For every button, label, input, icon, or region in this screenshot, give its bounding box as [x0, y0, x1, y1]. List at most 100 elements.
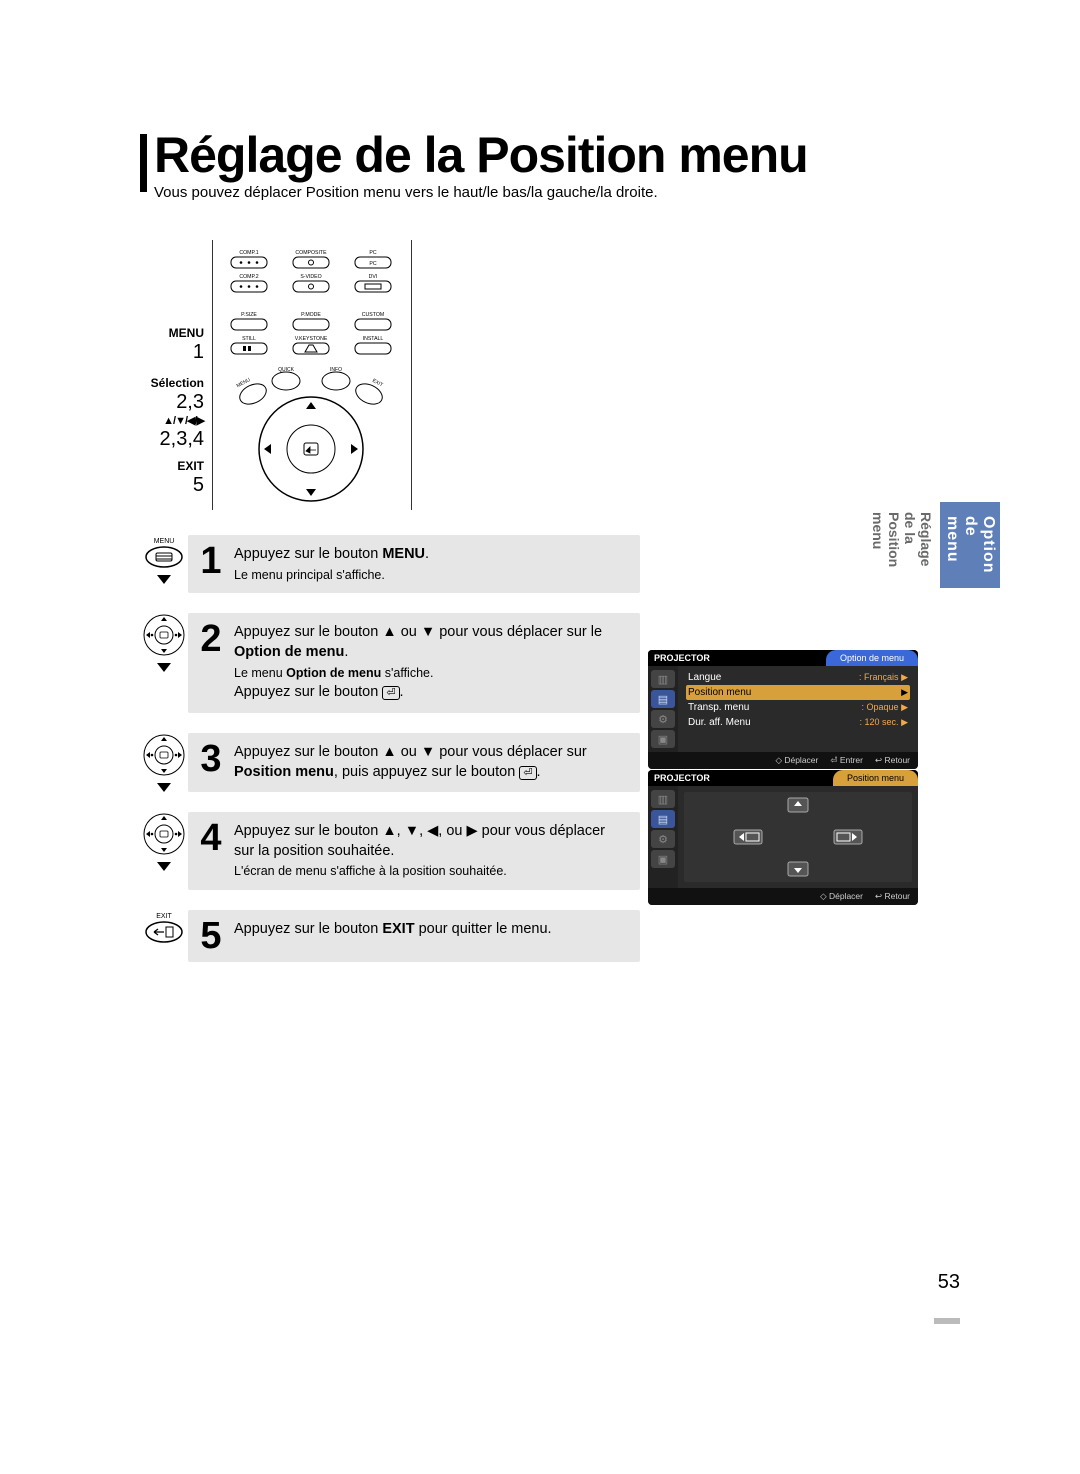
step-number: 4: [198, 822, 224, 854]
osd-position-menu: PROJECTOR Position menu ▥ ▤ ⚙ ▣: [648, 770, 918, 905]
dpad-icon: [142, 733, 186, 777]
step: 2 Appuyez sur le bouton ▲ ou ▼ pour vous…: [140, 613, 640, 713]
osd-row-val: : 120 sec. ▶: [860, 717, 908, 728]
osd-row-val: : Opaque ▶: [862, 702, 908, 713]
osd-row-key: Position menu: [688, 687, 751, 698]
down-arrow-icon: [157, 862, 171, 871]
exit-button-icon: EXIT: [142, 910, 186, 944]
step-box: 5 Appuyez sur le bouton EXIT pour quitte…: [188, 910, 640, 962]
title-accent-bar: [140, 134, 147, 192]
down-arrow-icon: [157, 575, 171, 584]
step: MENU 1 Appuyez sur le bouton MENU. Le me…: [140, 535, 640, 593]
osd-row: Langue : Français ▶: [686, 670, 910, 685]
osd-brand: PROJECTOR: [648, 770, 716, 786]
step-text: Appuyez sur le bouton MENU. Le menu prin…: [234, 545, 429, 583]
step: 3 Appuyez sur le bouton ▲ ou ▼ pour vous…: [140, 733, 640, 792]
page-title: Réglage de la Position menu: [154, 130, 940, 180]
osd-ftr-item: ↩ Retour: [875, 755, 910, 766]
remote-step-labels: MENU 1 Sélection 2,3 ▲/▼/◀/▶ 2,3,4 EXIT …: [140, 326, 204, 497]
step-main: Appuyez sur le bouton ▲ ou ▼ pour vous d…: [234, 744, 587, 780]
osd-row: Transp. menu : Opaque ▶: [686, 700, 910, 715]
down-arrow-icon: [157, 783, 171, 792]
step-box: 1 Appuyez sur le bouton MENU. Le menu pr…: [188, 535, 640, 593]
osd-footer: ◇ Déplacer ↩ Retour: [648, 888, 918, 905]
svg-text:COMP.1: COMP.1: [239, 250, 258, 256]
dpad-icon: [142, 613, 186, 657]
label-selection: Sélection: [140, 376, 204, 390]
label-menu-num: 1: [140, 342, 204, 362]
osd-ftr-item: ◇ Déplacer: [775, 755, 818, 766]
side-tab: Option de menu Réglage de la Position me…: [972, 502, 1000, 588]
steps-list: MENU 1 Appuyez sur le bouton MENU. Le me…: [140, 535, 640, 982]
label-exit: EXIT: [140, 459, 204, 473]
svg-text:EXIT: EXIT: [156, 913, 172, 920]
step-sub: Le menu principal s'affiche.: [234, 567, 429, 584]
osd-row-key: Langue: [688, 672, 721, 683]
svg-text:DVI: DVI: [369, 274, 378, 280]
osd-ftr-item: ⏎ Entrer: [830, 755, 863, 766]
remote-control-illustration: COMP.1 COMPOSITE PC PC COMP.2 S-VIDEO DVI P.…: [212, 240, 412, 510]
osd-brand: PROJECTOR: [648, 650, 716, 666]
step-sub: L'écran de menu s'affiche à la position …: [234, 863, 626, 880]
osd-ftr-item: ◇ Déplacer: [820, 891, 863, 902]
svg-text:PC: PC: [369, 261, 376, 267]
label-arrows-num: 2,3,4: [140, 429, 204, 449]
svg-text:P.MODE: P.MODE: [301, 312, 321, 318]
page-number-bar: [934, 1318, 960, 1324]
step-box: 3 Appuyez sur le bouton ▲ ou ▼ pour vous…: [188, 733, 640, 792]
osd-side-icon: ▣: [651, 730, 675, 748]
osd-side-icon: ⚙: [651, 830, 675, 848]
side-tab-section: Option de menu: [940, 502, 1000, 588]
osd-row-selected: Position menu ▶: [686, 685, 910, 700]
step-number: 5: [198, 920, 224, 952]
step-number: 3: [198, 743, 224, 775]
svg-text:S-VIDEO: S-VIDEO: [300, 274, 321, 280]
step-text: Appuyez sur le bouton ▲ ou ▼ pour vous d…: [234, 743, 626, 782]
osd-main: Langue : Français ▶ Position menu ▶ Transp…: [678, 666, 918, 752]
osd-side-icon: ▥: [651, 790, 675, 808]
osd-side-icon: ⚙: [651, 710, 675, 728]
label-selection-num: 2,3: [140, 392, 204, 412]
page-subtitle: Vous pouvez déplacer Position menu vers …: [154, 184, 940, 201]
osd-ftr-item: ↩ Retour: [875, 891, 910, 902]
step-number: 2: [198, 623, 224, 655]
osd-side-icon: ▥: [651, 670, 675, 688]
svg-text:STILL: STILL: [242, 336, 256, 342]
step: EXIT 5 Appuyez sur le bouton EXIT pour q…: [140, 910, 640, 962]
svg-text:MENU: MENU: [154, 538, 175, 545]
osd-row: Dur. aff. Menu: 120 sec. ▶: [686, 715, 910, 730]
osd-footer: ◇ Déplacer ⏎ Entrer ↩ Retour: [648, 752, 918, 769]
svg-text:COMPOSITE: COMPOSITE: [295, 250, 327, 256]
osd-sidebar: ▥ ▤ ⚙ ▣: [648, 666, 678, 752]
svg-text:INSTALL: INSTALL: [363, 336, 384, 342]
osd-row-val: : Français ▶: [859, 672, 908, 683]
step-text: Appuyez sur le bouton EXIT pour quitter …: [234, 920, 552, 940]
step-main: Appuyez sur le bouton ▲, ▼, ◀, ou ▶ pour…: [234, 823, 605, 859]
step-main: Appuyez sur le bouton EXIT pour quitter …: [234, 921, 552, 937]
step-number: 1: [198, 545, 224, 577]
step-sub: Le menu Option de menu s'affiche.: [234, 665, 626, 682]
side-tab-page: Réglage de la Position menu: [864, 502, 940, 588]
step-main: Appuyez sur le bouton MENU.: [234, 546, 429, 562]
page-number: 53: [938, 1271, 960, 1294]
svg-text:PC: PC: [369, 250, 376, 256]
down-arrow-icon: [157, 663, 171, 672]
osd-side-icon: ▤: [651, 810, 675, 828]
label-menu: MENU: [140, 326, 204, 340]
label-exit-num: 5: [140, 475, 204, 495]
svg-text:V.KEYSTONE: V.KEYSTONE: [295, 336, 328, 342]
osd-row-key: Transp. menu: [688, 702, 749, 713]
osd-tab: Option de menu: [826, 650, 918, 666]
step-box: 4 Appuyez sur le bouton ▲, ▼, ◀, ou ▶ po…: [188, 812, 640, 890]
svg-text:COMP.2: COMP.2: [239, 274, 258, 280]
label-arrows: ▲/▼/◀/▶: [140, 414, 204, 427]
osd-side-icon: ▣: [651, 850, 675, 868]
menu-button-icon: MENU: [142, 535, 186, 569]
remote-diagram: MENU 1 Sélection 2,3 ▲/▼/◀/▶ 2,3,4 EXIT …: [140, 240, 620, 510]
page-header: Réglage de la Position menu Vous pouvez …: [140, 130, 940, 201]
osd-sidebar: ▥ ▤ ⚙ ▣: [648, 786, 678, 888]
osd-row-val: ▶: [901, 687, 908, 698]
step: 4 Appuyez sur le bouton ▲, ▼, ◀, ou ▶ po…: [140, 812, 640, 890]
step-box: 2 Appuyez sur le bouton ▲ ou ▼ pour vous…: [188, 613, 640, 713]
dpad-icon: [142, 812, 186, 856]
